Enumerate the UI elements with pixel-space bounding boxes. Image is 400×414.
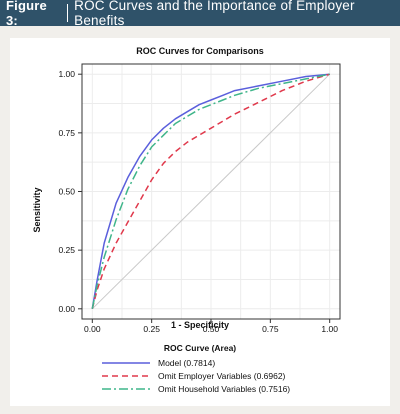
legend-title: ROC Curve (Area) — [164, 343, 236, 353]
legend-label-0: Model (0.7814) — [158, 358, 215, 368]
series-line-1 — [91, 73, 330, 309]
x-tick-label: 0.25 — [143, 324, 160, 334]
y-tick-label: 0.00 — [58, 304, 75, 314]
legend-label-2: Omit Household Variables (0.7516) — [158, 384, 290, 394]
chart-panel: ROC Curves for Comparisons 0.00 0.25 0.50 0… — [10, 38, 390, 406]
banner-divider — [67, 4, 69, 22]
x-tick-label: 0.75 — [262, 324, 279, 334]
legend-label-1: Omit Employer Variables (0.6962) — [158, 371, 286, 381]
axis-ticks: 0.00 0.25 0.50 0.75 1.00 0.00 0.25 0.50 0.75 1.00 — [58, 69, 338, 334]
grid-lines — [82, 64, 340, 319]
series-line-0 — [91, 73, 330, 309]
figure-label: Figure 3: — [6, 0, 47, 28]
y-tick-label: 0.25 — [58, 245, 75, 255]
legend: Model (0.7814) Omit Employer Variables (0… — [102, 358, 290, 394]
x-tick-label: 0.00 — [84, 324, 101, 334]
x-tick-label: 0.50 — [203, 324, 220, 334]
chart-title: ROC Curves for Comparisons — [136, 46, 264, 56]
y-tick-label: 0.75 — [58, 128, 75, 138]
y-axis-label: Sensitivity — [32, 187, 42, 232]
series-lines — [91, 73, 330, 309]
x-axis-label: 1 - Specificity — [171, 320, 229, 330]
figure-title: ROC Curves and the Importance of Employe… — [74, 0, 355, 28]
y-tick-label: 0.50 — [58, 187, 75, 197]
reference-diagonal — [91, 73, 331, 310]
figure-banner: Figure 3: ROC Curves and the Importance … — [0, 0, 400, 28]
roc-chart: ROC Curves for Comparisons 0.00 0.25 0.50 0… — [32, 46, 341, 394]
x-tick-label: 1.00 — [321, 324, 338, 334]
y-tick-label: 1.00 — [58, 69, 75, 79]
series-line-2 — [91, 73, 330, 309]
